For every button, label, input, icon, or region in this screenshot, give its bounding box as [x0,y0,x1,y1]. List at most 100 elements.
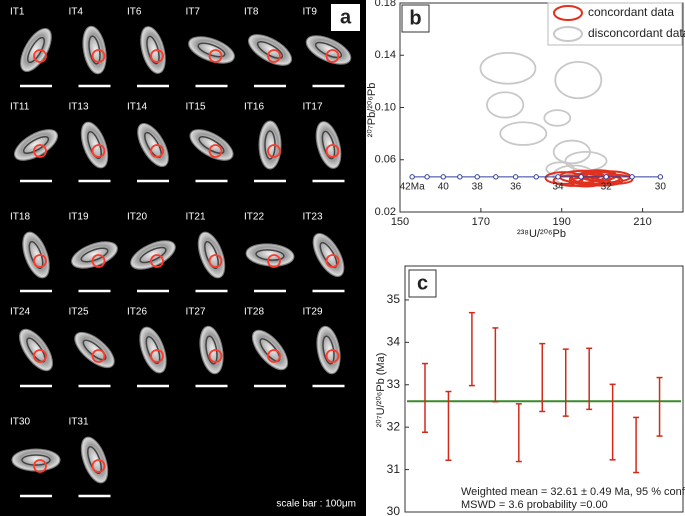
grain-zoning [87,130,102,160]
age-label: 32 [601,182,613,193]
spot [267,349,281,363]
grain-label: IT17 [303,102,323,113]
spot [325,349,340,363]
grain-zoning [82,339,107,361]
concordia-point [474,174,480,180]
spot [33,459,47,473]
grain-label: IT19 [69,212,89,223]
grain-image [245,243,295,267]
concordia-point [555,174,561,180]
grain-label: IT23 [303,212,323,223]
legend-label: concordant data [588,5,674,19]
grain-label: IT15 [186,102,206,113]
concordia-point [657,174,664,180]
panel-label: a [340,6,352,28]
spot [150,144,164,158]
y-axis-label: ²⁰⁷U/²⁰⁶Pb (Ma) [375,353,387,428]
grain-label: IT6 [127,7,142,18]
spot [325,254,340,268]
spot [91,459,106,473]
age-label: 40 [438,182,450,193]
panel-label: c [417,272,428,294]
y-tick-label: 32 [387,419,401,433]
spot [33,144,47,158]
legend-box [547,2,683,46]
grain-zoning [145,335,161,365]
panel-label-box [408,269,437,298]
legend-label: disconcordant data [588,26,685,40]
grain-zoning [204,240,219,270]
spot [91,254,106,268]
grain-label: IT16 [244,102,264,113]
grain-label: IT26 [127,307,147,318]
grain-label: IT4 [69,7,84,18]
grain-label: IT8 [244,7,259,18]
y-tick-label: 30 [387,504,401,516]
annotation: Weighted mean = 32.61 ± 0.49 Ma, 95 % co… [461,486,685,498]
grain-label: IT7 [186,7,201,18]
grain-label: IT25 [69,307,89,318]
data-ellipse [499,121,548,146]
grain-zoning [321,130,336,160]
spot [150,349,164,363]
concordia-point [629,174,635,180]
y-tick-label: 0.06 [375,154,396,166]
spot [208,349,223,363]
spot [150,254,164,268]
y-tick-label: 33 [387,377,401,391]
panel-label-box [401,4,430,33]
spot [91,144,106,158]
data-ellipse [486,91,525,119]
grain-label: IT11 [10,102,30,113]
age-label: 36 [510,182,522,193]
x-axis-label: ²³⁸U/²⁰⁶Pb [517,228,566,240]
plot-area [409,51,664,188]
annotation: MSWD = 3.6 probability =0.00 [461,499,608,511]
grain-zoning [27,36,45,64]
grain-label: IT29 [303,307,323,318]
panel-label: b [409,7,421,29]
grain-zoning [22,136,50,154]
y-tick-label: 35 [387,292,401,306]
concordia-point [533,174,539,180]
grain-label: IT9 [303,7,318,18]
concordia-point [578,174,584,180]
y-tick-label: 0.10 [375,101,396,113]
spot [325,144,340,158]
spot [325,49,340,63]
y-tick-label: 34 [387,335,401,349]
y-tick-label: 31 [387,462,401,476]
grain-label: IT14 [127,102,147,113]
grain-label: IT18 [10,212,30,223]
grain-zoning [205,335,218,365]
age-label: 34 [553,182,565,193]
grain-zoning [21,454,51,466]
concordia-point [493,174,499,180]
grain-label: IT28 [244,307,264,318]
spot [33,49,47,63]
grain-image [11,448,61,472]
grain-label: IT21 [186,212,206,223]
spot [208,144,223,158]
spot [33,254,47,268]
concordia-point [603,174,609,180]
plot-frame [404,265,684,513]
panel-a-label-box [331,4,360,31]
data-ellipse [543,109,572,127]
grain-zoning [28,240,44,270]
y-tick-label: 0.02 [375,206,396,218]
spot [150,49,164,63]
age-label: 30 [655,182,667,193]
panel-a-background [0,0,366,516]
spot [267,254,281,268]
x-tick-label: 170 [472,216,490,228]
grain-zoning [80,247,109,263]
grain-label: IT24 [10,307,30,318]
concordia-point [409,174,415,180]
concordia-point [512,174,519,180]
grain-label: IT22 [244,212,264,223]
age-label: 42Ma [400,182,425,193]
x-tick-label: 150 [391,216,409,228]
data-ellipse [568,176,604,188]
